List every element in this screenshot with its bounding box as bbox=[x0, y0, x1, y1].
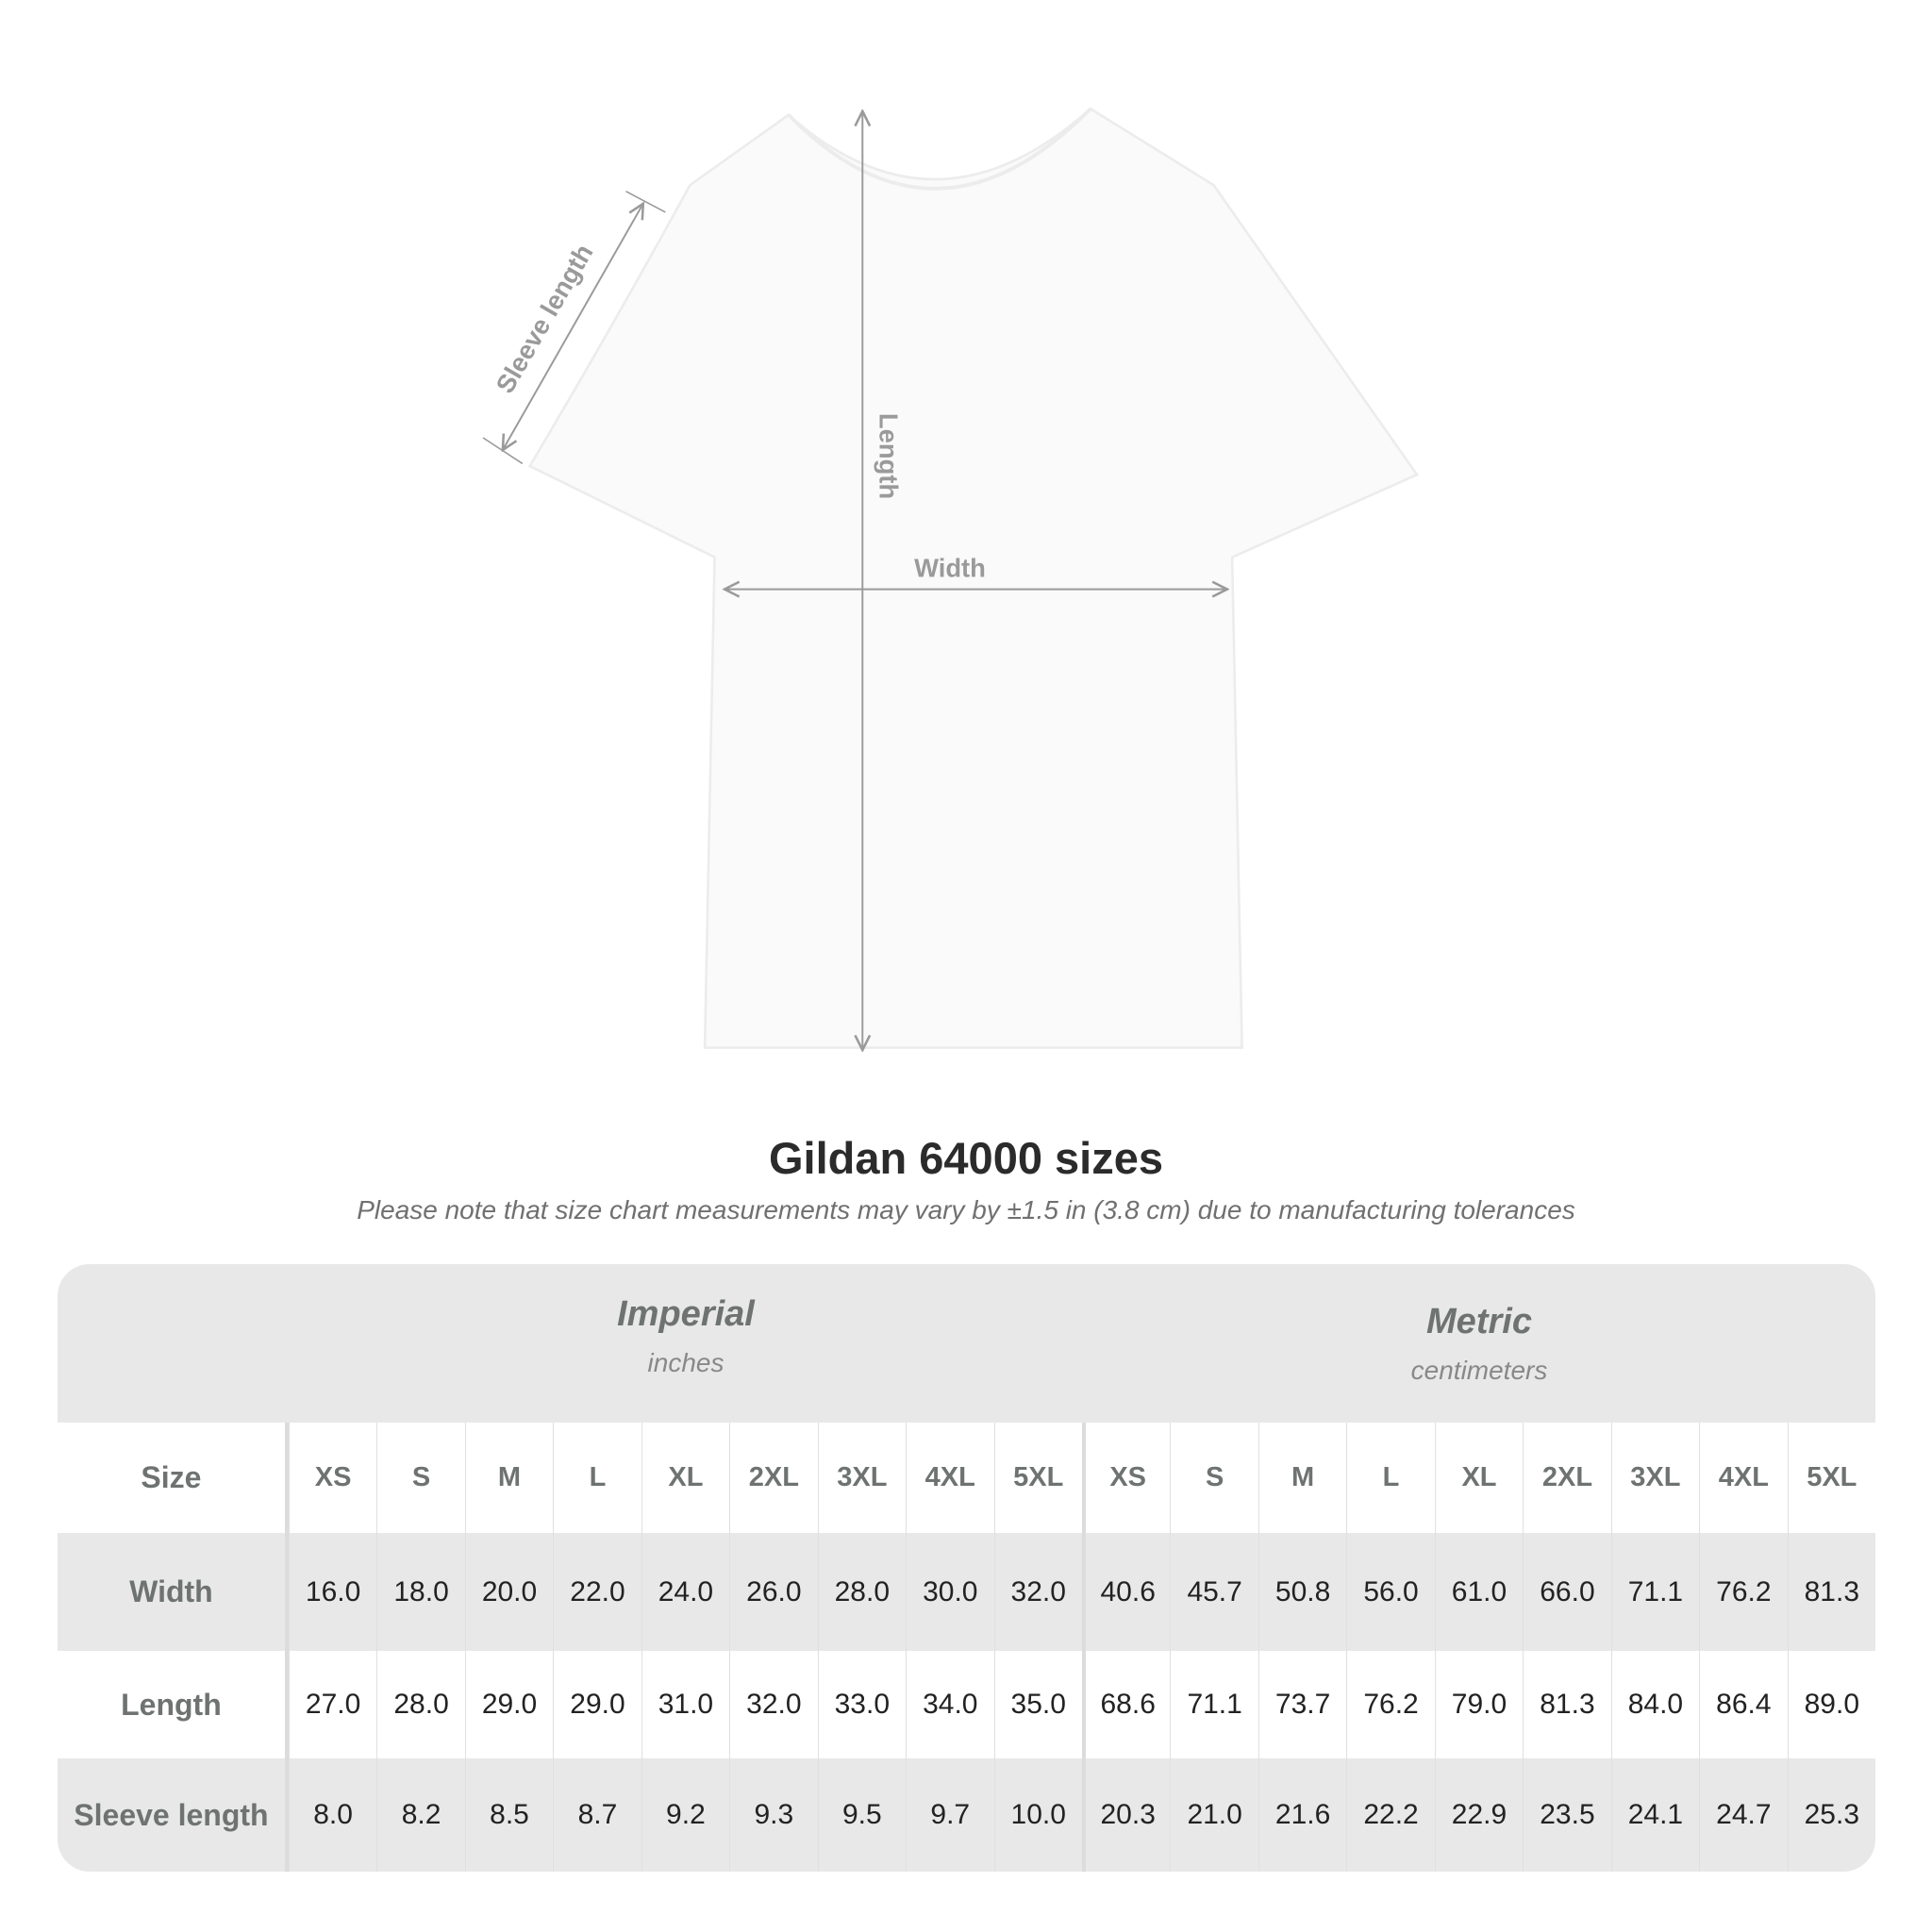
metric-value-cell: 23.5 bbox=[1523, 1758, 1610, 1872]
metric-size-m: M bbox=[1257, 1423, 1346, 1533]
tolerance-note: Please note that size chart measurements… bbox=[357, 1195, 1575, 1224]
imperial-value-cell: 29.0 bbox=[553, 1651, 641, 1758]
imperial-value-cell: 16.0 bbox=[288, 1533, 376, 1651]
page-title: Gildan 64000 sizes bbox=[768, 1133, 1164, 1183]
row-label: Sleeve length bbox=[58, 1758, 289, 1872]
imperial-value-cell: 10.0 bbox=[993, 1758, 1082, 1872]
sleeve-arrow bbox=[503, 204, 643, 450]
imperial-value-cell: 28.0 bbox=[817, 1533, 906, 1651]
metric-value-cell: 25.3 bbox=[1787, 1758, 1875, 1872]
metric-value-cell: 86.4 bbox=[1699, 1651, 1787, 1758]
imperial-value-cell: 20.0 bbox=[464, 1533, 553, 1651]
metric-size-xs: XS bbox=[1081, 1423, 1170, 1533]
imperial-value-cell: 24.0 bbox=[641, 1533, 729, 1651]
imperial-value-cell: 26.0 bbox=[729, 1533, 817, 1651]
metric-value-cell: 79.0 bbox=[1434, 1651, 1523, 1758]
metric-value-cell: 21.0 bbox=[1170, 1758, 1257, 1872]
row-label: Length bbox=[58, 1651, 289, 1758]
metric-value-cell: 45.7 bbox=[1170, 1533, 1257, 1651]
metric-value-cell: 24.1 bbox=[1610, 1758, 1699, 1872]
imperial-title: Imperial bbox=[617, 1294, 755, 1334]
imperial-size-2xl: 2XL bbox=[729, 1423, 817, 1533]
imperial-value-cell: 30.0 bbox=[906, 1533, 993, 1651]
size-row: Size XS S M L XL 2XL 3XL 4XL 5XL XS S M L XL 2XL 3XL 4XL 5… bbox=[58, 1423, 1875, 1533]
metric-unit: centimeters bbox=[1410, 1356, 1548, 1385]
imperial-value-cell: 8.5 bbox=[464, 1758, 553, 1872]
metric-size-2xl: 2XL bbox=[1523, 1423, 1610, 1533]
imperial-size-xs: XS bbox=[288, 1423, 376, 1533]
metric-header: Metric centimeters bbox=[1083, 1302, 1875, 1386]
imperial-size-3xl: 3XL bbox=[817, 1423, 906, 1533]
imperial-size-l: L bbox=[553, 1423, 641, 1533]
metric-size-4xl: 4XL bbox=[1699, 1423, 1787, 1533]
size-label: Size bbox=[58, 1423, 289, 1533]
metric-value-cell: 66.0 bbox=[1523, 1533, 1610, 1651]
imperial-value-cell: 18.0 bbox=[376, 1533, 464, 1651]
metric-value-cell: 81.3 bbox=[1523, 1651, 1610, 1758]
metric-value-cell: 84.0 bbox=[1610, 1651, 1699, 1758]
metric-value-cell: 20.3 bbox=[1081, 1758, 1170, 1872]
imperial-value-cell: 28.0 bbox=[376, 1651, 464, 1758]
imperial-value-cell: 8.2 bbox=[376, 1758, 464, 1872]
imperial-value-cell: 8.7 bbox=[553, 1758, 641, 1872]
metric-title: Metric bbox=[1426, 1302, 1532, 1341]
tshirt-collar bbox=[787, 107, 1092, 191]
metric-size-l: L bbox=[1346, 1423, 1434, 1533]
metric-size-3xl: 3XL bbox=[1610, 1423, 1699, 1533]
imperial-value-cell: 27.0 bbox=[288, 1651, 376, 1758]
imperial-value-cell: 33.0 bbox=[817, 1651, 906, 1758]
imperial-value-cell: 32.0 bbox=[729, 1651, 817, 1758]
metric-size-xl: XL bbox=[1434, 1423, 1523, 1533]
metric-value-cell: 21.6 bbox=[1257, 1758, 1346, 1872]
imperial-value-cell: 8.0 bbox=[288, 1758, 376, 1872]
imperial-size-xl: XL bbox=[641, 1423, 729, 1533]
metric-value-cell: 61.0 bbox=[1434, 1533, 1523, 1651]
imperial-size-5xl: 5XL bbox=[993, 1423, 1082, 1533]
metric-value-cell: 68.6 bbox=[1081, 1651, 1170, 1758]
imperial-value-cell: 35.0 bbox=[993, 1651, 1082, 1758]
imperial-value-cell: 9.3 bbox=[729, 1758, 817, 1872]
row-label: Width bbox=[58, 1533, 289, 1651]
metric-value-cell: 71.1 bbox=[1610, 1533, 1699, 1651]
tshirt-measurement-diagram: Sleeve length Length Width bbox=[482, 107, 1420, 1085]
imperial-size-4xl: 4XL bbox=[906, 1423, 993, 1533]
metric-value-cell: 73.7 bbox=[1257, 1651, 1346, 1758]
metric-value-cell: 71.1 bbox=[1170, 1651, 1257, 1758]
metric-value-cell: 81.3 bbox=[1787, 1533, 1875, 1651]
sleeve-tick-bottom bbox=[482, 437, 524, 465]
sleeve-tick-top bbox=[625, 191, 666, 213]
imperial-header: Imperial inches bbox=[289, 1294, 1083, 1378]
imperial-unit: inches bbox=[647, 1348, 724, 1377]
metric-value-cell: 22.9 bbox=[1434, 1758, 1523, 1872]
imperial-value-cell: 29.0 bbox=[464, 1651, 553, 1758]
imperial-value-cell: 9.5 bbox=[817, 1758, 906, 1872]
sleeve-length-row: Sleeve length 8.0 8.2 8.5 8.7 9.2 9.3 9.5 9.7 10.… bbox=[58, 1758, 1875, 1872]
imperial-size-s: S bbox=[376, 1423, 464, 1533]
imperial-value-cell: 34.0 bbox=[906, 1651, 993, 1758]
metric-value-cell: 40.6 bbox=[1081, 1533, 1170, 1651]
metric-value-cell: 50.8 bbox=[1257, 1533, 1346, 1651]
length-label: Length bbox=[874, 413, 904, 499]
size-table: Imperial inches Metric centimeters Size X… bbox=[58, 1264, 1875, 1872]
metric-value-cell: 22.2 bbox=[1346, 1758, 1434, 1872]
metric-value-cell: 89.0 bbox=[1787, 1651, 1875, 1758]
width-label: Width bbox=[914, 554, 986, 583]
imperial-value-cell: 9.7 bbox=[906, 1758, 993, 1872]
imperial-value-cell: 22.0 bbox=[553, 1533, 641, 1651]
imperial-value-cell: 31.0 bbox=[641, 1651, 729, 1758]
imperial-value-cell: 9.2 bbox=[641, 1758, 729, 1872]
metric-value-cell: 76.2 bbox=[1346, 1651, 1434, 1758]
imperial-size-m: M bbox=[464, 1423, 553, 1533]
width-row: Width 16.0 18.0 20.0 22.0 24.0 26.0 28.0 30.0 32.… bbox=[58, 1533, 1875, 1651]
metric-value-cell: 76.2 bbox=[1699, 1533, 1787, 1651]
imperial-value-cell: 32.0 bbox=[993, 1533, 1082, 1651]
metric-value-cell: 56.0 bbox=[1346, 1533, 1434, 1651]
metric-size-s: S bbox=[1170, 1423, 1257, 1533]
metric-size-5xl: 5XL bbox=[1787, 1423, 1875, 1533]
length-row: Length 27.0 28.0 29.0 29.0 31.0 32.0 33.0 34.0 35… bbox=[58, 1651, 1875, 1758]
metric-value-cell: 24.7 bbox=[1699, 1758, 1787, 1872]
